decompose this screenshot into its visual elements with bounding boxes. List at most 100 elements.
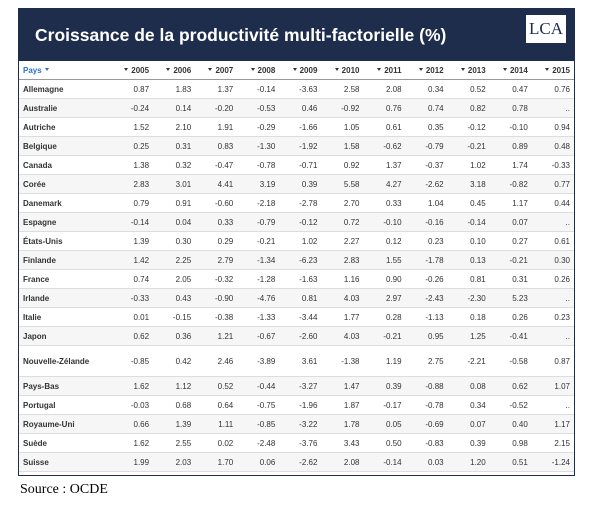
value-cell: 0.35 bbox=[405, 117, 448, 137]
value-cell: -0.37 bbox=[405, 155, 448, 175]
value-cell: 0.30 bbox=[153, 231, 196, 251]
country-cell: Finlande bbox=[19, 250, 111, 270]
value-cell: .. bbox=[531, 212, 574, 232]
value-cell: 0.40 bbox=[489, 414, 532, 434]
value-cell: 0.94 bbox=[531, 117, 574, 137]
value-cell: 0.76 bbox=[363, 98, 406, 118]
value-cell: -0.79 bbox=[405, 136, 448, 156]
value-cell: 2.97 bbox=[363, 288, 406, 308]
column-header[interactable]: 2007 bbox=[195, 61, 238, 80]
value-cell: 2.05 bbox=[153, 269, 196, 289]
column-header[interactable]: 2011 bbox=[363, 61, 406, 80]
table-row: Australie -0.24 0.14 -0.20 -0.53 0.46 -0.92 0.7… bbox=[19, 98, 574, 118]
value-cell: 1.37 bbox=[195, 79, 238, 99]
column-header[interactable]: 2010 bbox=[321, 61, 364, 80]
logo: LCA bbox=[526, 15, 566, 43]
column-header[interactable]: 2014 bbox=[489, 61, 532, 80]
value-cell: -0.67 bbox=[237, 326, 280, 346]
value-cell: 0.66 bbox=[111, 414, 154, 434]
column-header[interactable]: 2009 bbox=[279, 61, 322, 80]
value-cell: -0.85 bbox=[111, 345, 154, 377]
column-header[interactable]: 2013 bbox=[447, 61, 490, 80]
value-cell: -1.13 bbox=[405, 307, 448, 327]
country-cell: États-Unis bbox=[19, 231, 111, 251]
value-cell: 5.23 bbox=[489, 288, 532, 308]
value-cell: -1.66 bbox=[279, 117, 322, 137]
column-header[interactable]: 2012 bbox=[405, 61, 448, 80]
value-cell: -2.18 bbox=[237, 193, 280, 213]
sort-icon bbox=[502, 68, 507, 72]
table-row: Belgique 0.25 0.31 0.83 -1.30 -1.92 1.58 -0.62-… bbox=[19, 136, 574, 156]
value-cell: 1.99 bbox=[111, 452, 154, 472]
value-cell: -0.88 bbox=[405, 376, 448, 396]
value-cell: 0.26 bbox=[489, 307, 532, 327]
value-cell: 1.77 bbox=[321, 307, 364, 327]
value-cell: 2.10 bbox=[153, 117, 196, 137]
header-row: Pays 2005 2006 2007 2008 2009 2010 2011 2012 2013… bbox=[19, 61, 574, 80]
value-cell: -0.78 bbox=[405, 395, 448, 415]
value-cell: 2.08 bbox=[321, 452, 364, 472]
value-cell: 1.87 bbox=[321, 395, 364, 415]
column-label: 2010 bbox=[341, 65, 360, 75]
value-cell: -1.38 bbox=[321, 345, 364, 377]
value-cell: -0.41 bbox=[489, 326, 532, 346]
data-table: Pays 2005 2006 2007 2008 2009 2010 2011 2012 2013… bbox=[19, 61, 574, 472]
table-row: Japon 0.62 0.36 1.21 -0.67 -2.60 4.03 -0.21 0.95… bbox=[19, 326, 574, 346]
column-header[interactable]: Pays bbox=[19, 61, 111, 80]
value-cell: -0.78 bbox=[237, 155, 280, 175]
value-cell: 0.48 bbox=[531, 136, 574, 156]
column-label: 2006 bbox=[173, 65, 192, 75]
column-header[interactable]: 2008 bbox=[237, 61, 280, 80]
value-cell: -3.76 bbox=[279, 433, 322, 453]
value-cell: -0.79 bbox=[237, 212, 280, 232]
value-cell: 0.44 bbox=[531, 193, 574, 213]
value-cell: -0.75 bbox=[237, 395, 280, 415]
value-cell: 0.95 bbox=[405, 326, 448, 346]
value-cell: -0.33 bbox=[531, 155, 574, 175]
sort-icon bbox=[124, 68, 129, 72]
column-label: 2011 bbox=[384, 65, 402, 75]
column-header[interactable]: 2005 bbox=[111, 61, 154, 80]
value-cell: -1.92 bbox=[279, 136, 322, 156]
value-cell: 2.46 bbox=[195, 345, 238, 377]
value-cell: 0.74 bbox=[405, 98, 448, 118]
value-cell: 1.39 bbox=[111, 231, 154, 251]
table-row: Suède 1.62 2.55 0.02 -2.48 -3.76 3.43 0.50 -0.83… bbox=[19, 433, 574, 453]
value-cell: 1.55 bbox=[363, 250, 406, 270]
value-cell: -1.24 bbox=[531, 452, 574, 472]
title: Croissance de la productivité multi-fact… bbox=[35, 25, 447, 45]
value-cell: 3.18 bbox=[447, 174, 490, 194]
value-cell: 1.91 bbox=[195, 117, 238, 137]
value-cell: -1.33 bbox=[237, 307, 280, 327]
country-cell: Suède bbox=[19, 433, 111, 453]
country-cell: Canada bbox=[19, 155, 111, 175]
country-cell: Japon bbox=[19, 326, 111, 346]
value-cell: -3.44 bbox=[279, 307, 322, 327]
value-cell: -0.14 bbox=[447, 212, 490, 232]
value-cell: 0.89 bbox=[489, 136, 532, 156]
value-cell: -0.14 bbox=[111, 212, 154, 232]
column-header[interactable]: 2006 bbox=[153, 61, 196, 80]
column-header[interactable]: 2015 bbox=[531, 61, 574, 80]
value-cell: 0.82 bbox=[447, 98, 490, 118]
value-cell: -4.76 bbox=[237, 288, 280, 308]
column-label: 2008 bbox=[257, 65, 276, 75]
country-cell: Portugal bbox=[19, 395, 111, 415]
value-cell: 4.03 bbox=[321, 326, 364, 346]
value-cell: -0.69 bbox=[405, 414, 448, 434]
table-row: Suisse 1.99 2.03 1.70 0.06 -2.62 2.08 -0.14 0.03… bbox=[19, 452, 574, 472]
value-cell: -2.78 bbox=[279, 193, 322, 213]
value-cell: 0.81 bbox=[447, 269, 490, 289]
country-cell: Pays-Bas bbox=[19, 376, 111, 396]
value-cell: 0.07 bbox=[489, 212, 532, 232]
value-cell: -0.92 bbox=[321, 98, 364, 118]
value-cell: -0.33 bbox=[111, 288, 154, 308]
value-cell: -0.82 bbox=[489, 174, 532, 194]
sort-icon bbox=[44, 68, 49, 72]
value-cell: 0.79 bbox=[111, 193, 154, 213]
country-cell: France bbox=[19, 269, 111, 289]
table-row: Finlande 1.42 2.25 2.79 -1.34 -6.23 2.83 1.55 -1… bbox=[19, 250, 574, 270]
table-row: Allemagne 0.87 1.83 1.37 -0.14 -3.63 2.58 2.08 0… bbox=[19, 79, 574, 99]
value-cell: -0.44 bbox=[237, 376, 280, 396]
value-cell: 0.92 bbox=[321, 155, 364, 175]
